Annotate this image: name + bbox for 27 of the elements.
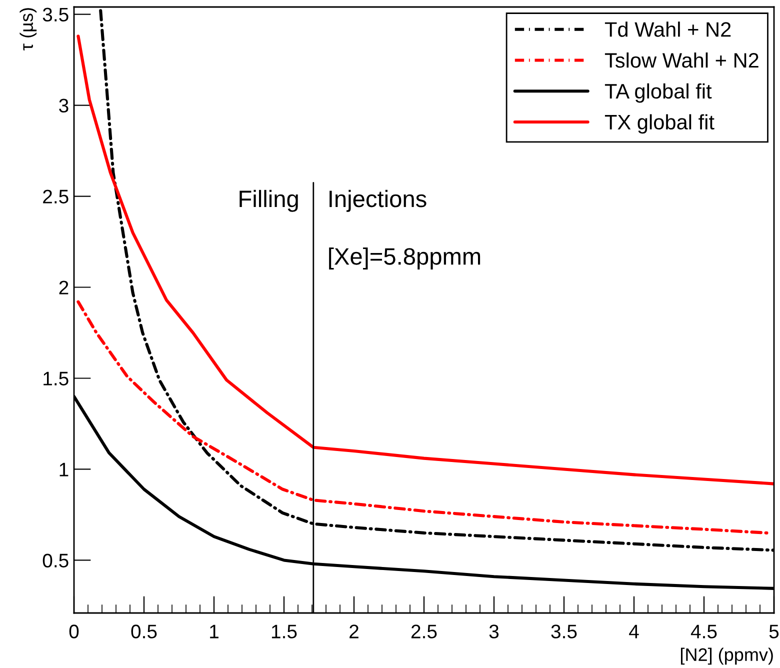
legend-label: TX global fit	[604, 114, 714, 134]
x-axis-title: [N2] (ppmv)	[680, 648, 773, 665]
y-tick-label: 3.5	[42, 8, 68, 22]
x-tick-label: 3.5	[551, 624, 577, 638]
x-tick-label: 5	[769, 624, 779, 638]
y-tick-label: 2.5	[43, 190, 68, 204]
legend-label: TA global fit	[604, 83, 712, 103]
x-tick-label: 4.5	[690, 624, 717, 638]
annotation: [Xe]=5.8ppmm	[329, 247, 480, 270]
annotation: Injections	[330, 190, 426, 212]
x-tick-label: 1	[210, 624, 218, 638]
y-axis-title: τ (µs)	[20, 8, 37, 50]
x-tick-label: 1.5	[272, 624, 297, 638]
y-tick-label: 1	[60, 462, 68, 476]
legend-label: Td Wahl + N2	[604, 22, 731, 37]
x-tick-label: 0	[69, 624, 79, 638]
y-tick-label: 2	[59, 280, 68, 294]
y-tick-label: 1.5	[44, 372, 68, 386]
annotation: Filling	[240, 190, 298, 212]
x-tick-label: 0.5	[131, 624, 157, 638]
x-tick-label: 3	[489, 624, 499, 638]
y-tick-label: 3	[59, 98, 68, 113]
x-tick-label: 2	[350, 624, 358, 638]
y-tick-label: 0.5	[42, 554, 68, 568]
legend-label: Tslow Wahl + N2	[604, 52, 758, 68]
x-tick-label: 4	[629, 624, 639, 638]
x-tick-label: 2.5	[411, 624, 437, 638]
